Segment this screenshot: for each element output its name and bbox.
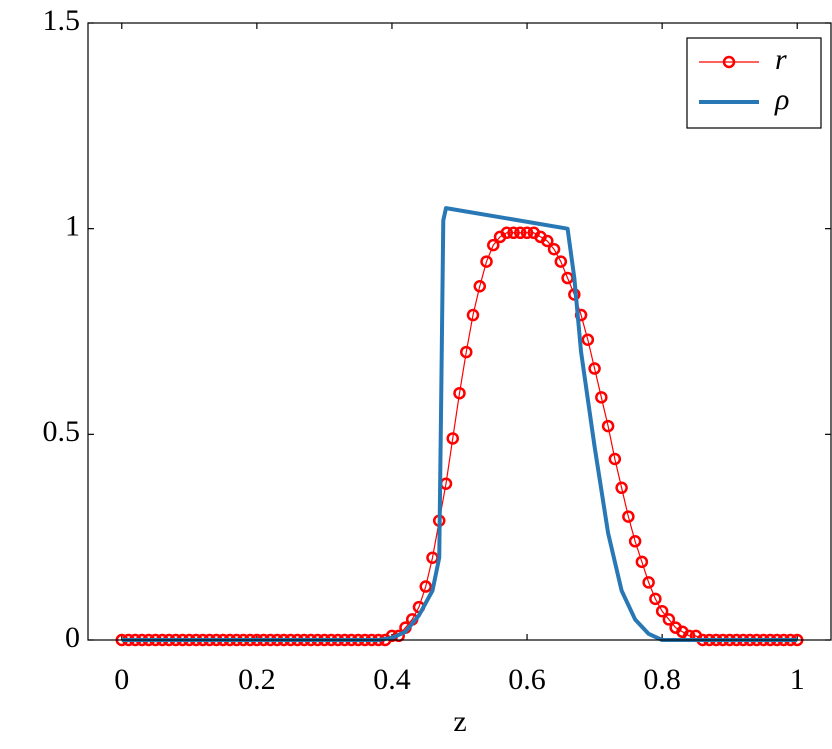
x-tick-label: 0.4 xyxy=(373,663,411,696)
x-tick-label: 0 xyxy=(114,663,129,696)
point-marker xyxy=(622,510,635,523)
point-marker xyxy=(588,362,601,375)
point-marker xyxy=(487,238,500,252)
point-marker xyxy=(635,555,649,569)
point-marker xyxy=(628,535,642,548)
point-marker xyxy=(642,576,655,589)
point-marker xyxy=(520,226,534,240)
y-tick-label: 0.5 xyxy=(43,415,81,448)
legend-label: r xyxy=(775,43,787,76)
x-tick-label: 1 xyxy=(790,663,805,696)
series-line xyxy=(121,232,798,641)
point-marker xyxy=(453,386,466,400)
point-marker xyxy=(466,308,480,322)
point-marker xyxy=(460,345,473,359)
x-tick-label: 0.8 xyxy=(643,663,681,696)
point-marker xyxy=(480,255,493,268)
point-marker xyxy=(419,580,432,593)
point-marker xyxy=(615,481,628,495)
series-line xyxy=(121,206,798,642)
x-tick-label: 0.2 xyxy=(238,663,276,696)
legend-marker xyxy=(722,55,736,69)
point-marker xyxy=(595,391,608,404)
x-axis-label: z xyxy=(453,705,466,738)
point-marker xyxy=(507,226,520,240)
point-marker xyxy=(473,280,487,293)
point-marker xyxy=(547,242,561,256)
y-tick-label: 1 xyxy=(65,210,80,243)
legend-label: ρ xyxy=(774,83,789,116)
y-tick-label: 0 xyxy=(65,621,80,654)
point-marker xyxy=(554,255,568,268)
point-marker xyxy=(601,419,615,433)
plot-frame xyxy=(87,22,832,641)
point-marker xyxy=(581,333,595,346)
y-tick-label: 1.5 xyxy=(43,4,81,37)
point-marker xyxy=(608,452,622,466)
point-marker xyxy=(500,226,514,240)
point-marker xyxy=(649,592,662,606)
point-marker xyxy=(446,432,459,445)
point-marker xyxy=(541,234,554,248)
point-marker xyxy=(655,604,669,618)
point-marker xyxy=(662,613,676,626)
point-marker xyxy=(514,226,527,240)
x-tick-label: 0.6 xyxy=(508,663,546,696)
legend-box xyxy=(686,37,822,129)
